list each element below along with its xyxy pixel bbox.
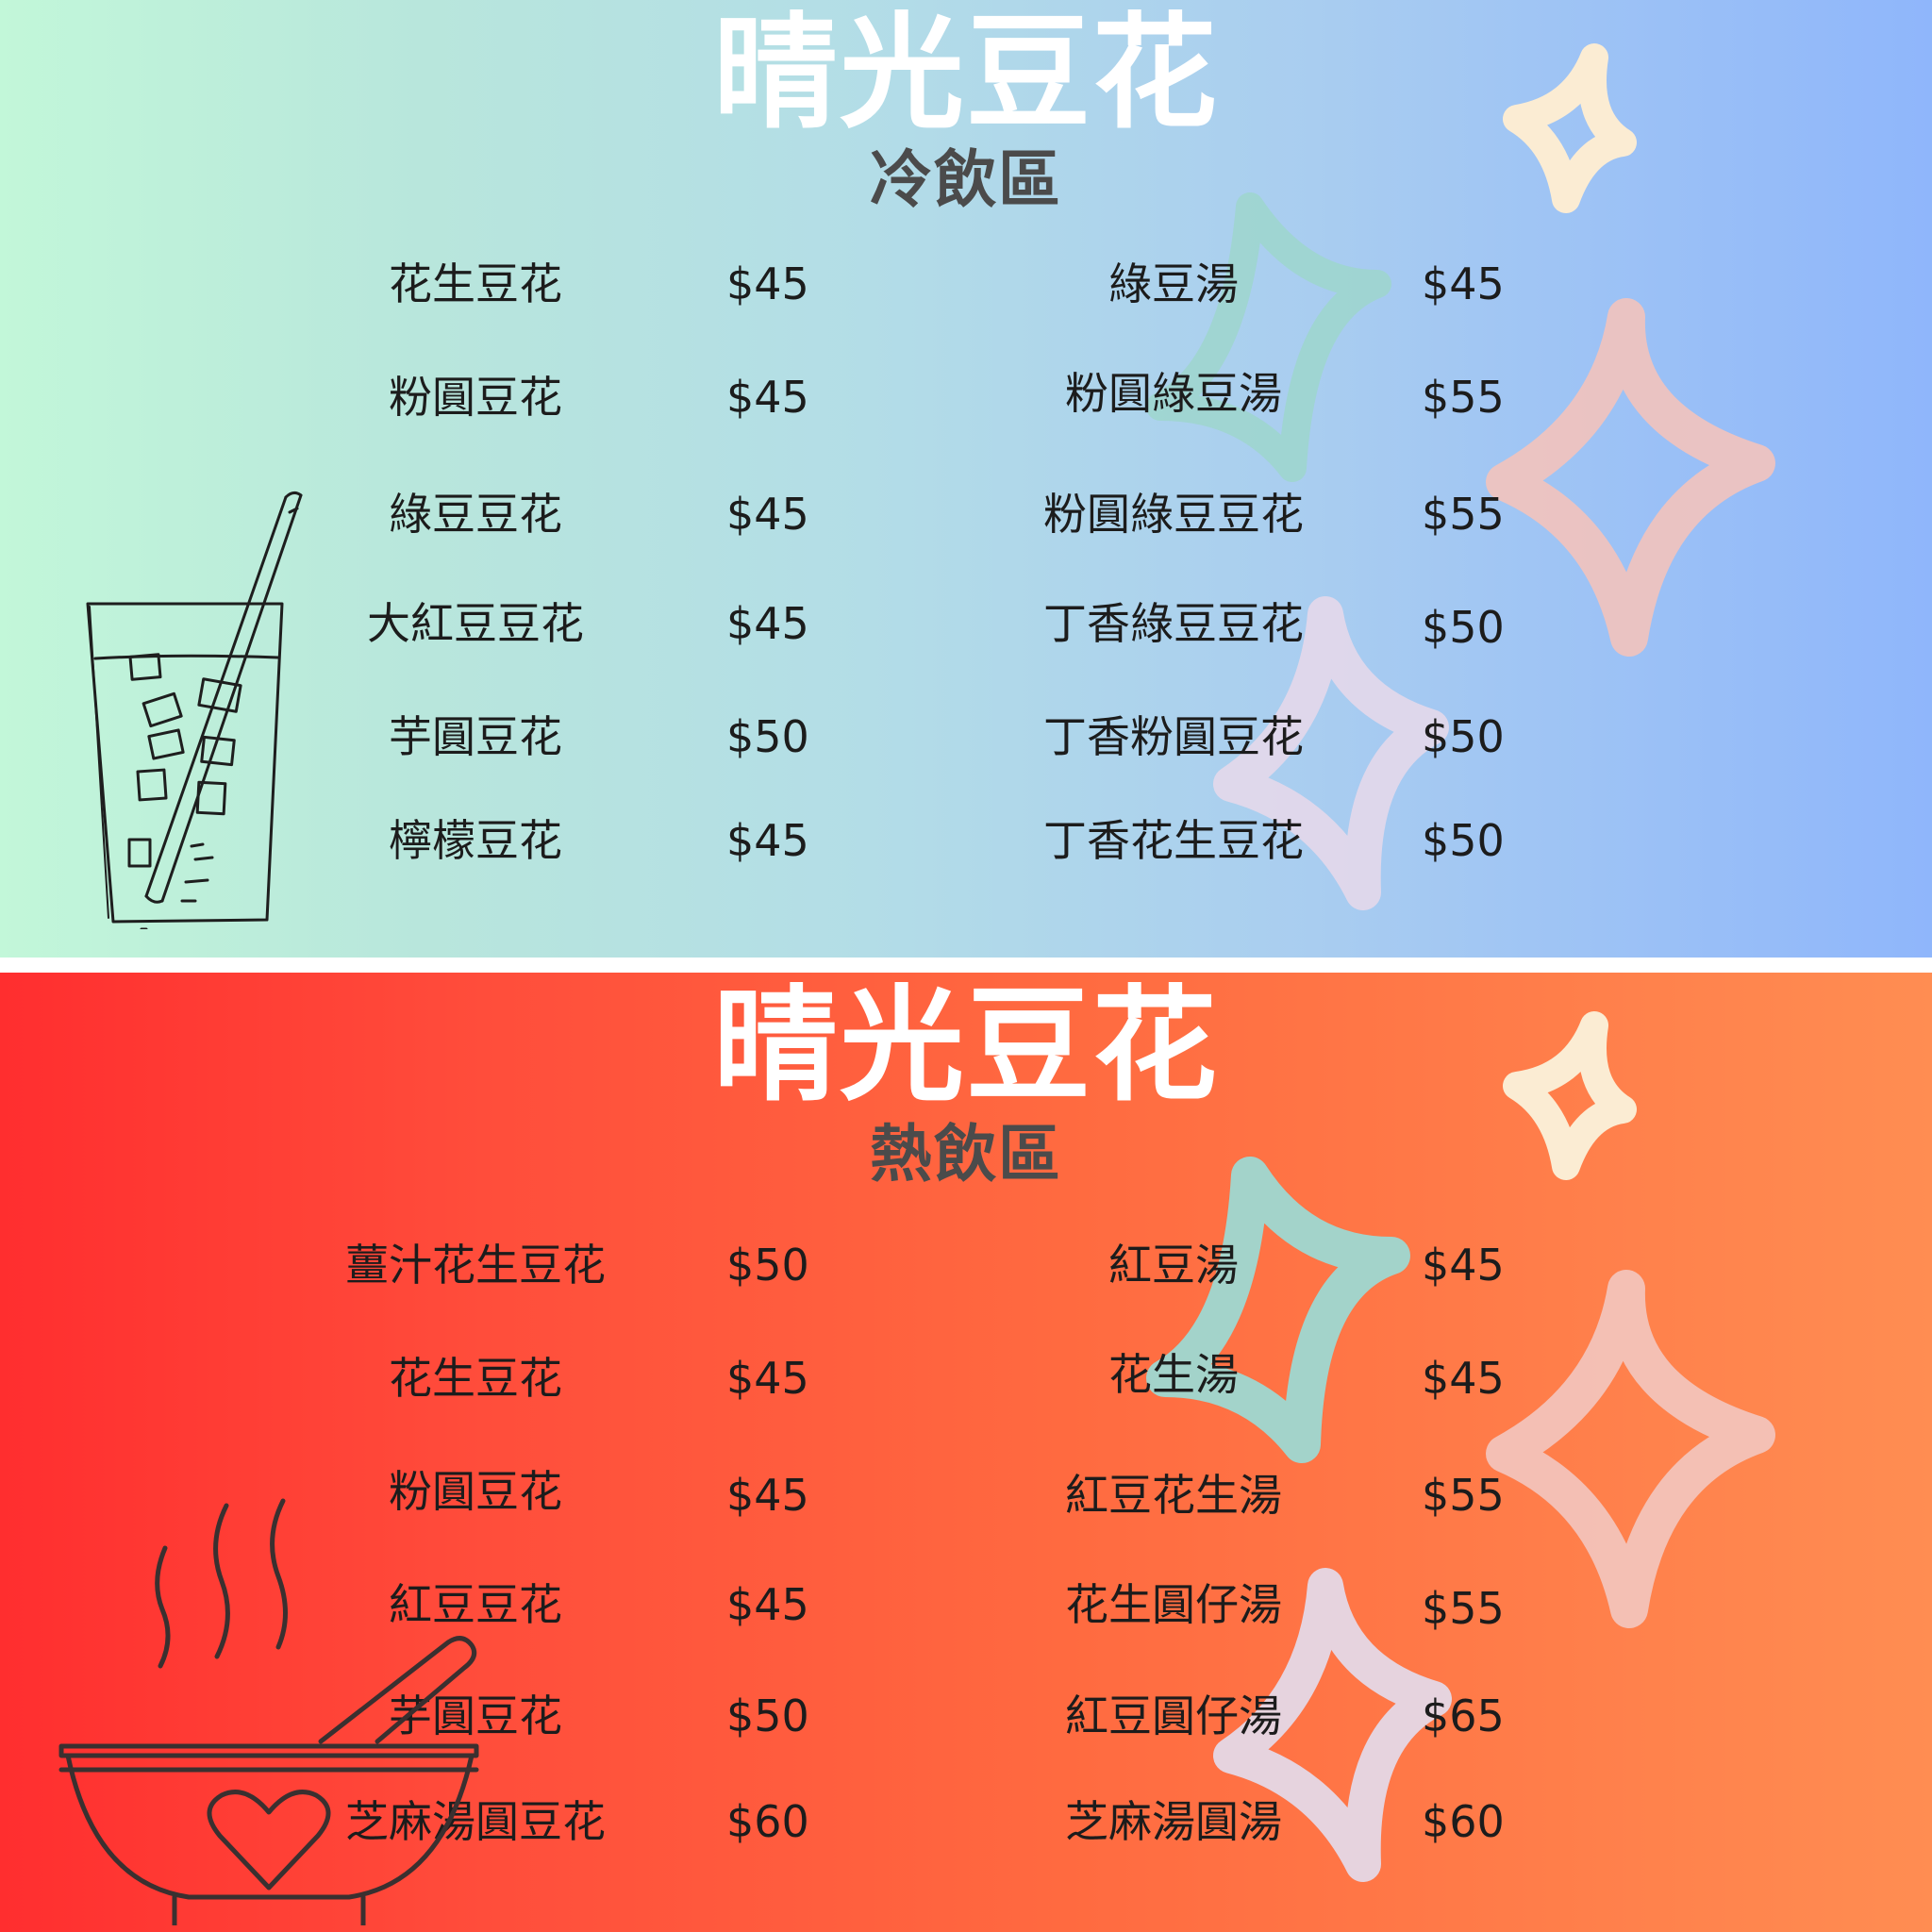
item-name: 花生豆花 bbox=[389, 1353, 562, 1404]
item-name: 薑汁花生豆花 bbox=[345, 1240, 606, 1291]
sparkle-star-icon bbox=[1503, 1011, 1637, 1180]
item-price: $55 bbox=[1422, 1470, 1505, 1521]
item-price: $50 bbox=[726, 1690, 809, 1741]
item-name: 花生圓仔湯 bbox=[1065, 1579, 1282, 1630]
section-heading: 熱飲區 bbox=[870, 1118, 1062, 1191]
item-name: 粉圓綠豆湯 bbox=[1065, 368, 1282, 419]
item-price: $45 bbox=[1422, 1353, 1505, 1404]
item-price: $45 bbox=[726, 1353, 809, 1404]
item-name: 紅豆豆花 bbox=[389, 1579, 562, 1630]
item-name: 芋圓豆花 bbox=[389, 1690, 562, 1741]
item-price: $45 bbox=[726, 258, 809, 309]
item-price: $45 bbox=[726, 1470, 809, 1521]
sparkle-decorations bbox=[1146, 43, 1775, 910]
sparkle-star-icon bbox=[1213, 596, 1449, 910]
item-price: $50 bbox=[1422, 602, 1505, 653]
item-price: $45 bbox=[726, 598, 809, 649]
item-name: 花生湯 bbox=[1108, 1349, 1239, 1400]
item-price: $50 bbox=[1422, 711, 1505, 762]
item-price: $60 bbox=[726, 1796, 809, 1847]
section-heading: 冷飲區 bbox=[870, 143, 1062, 216]
item-price: $55 bbox=[1422, 372, 1505, 423]
sparkle-star-icon bbox=[1503, 43, 1637, 213]
item-price: $45 bbox=[726, 1579, 809, 1630]
iced-drink-icon bbox=[86, 491, 303, 929]
hot-bowl-icon bbox=[58, 1498, 479, 1925]
sparkle-star-icon bbox=[1486, 298, 1775, 657]
item-price: $50 bbox=[1422, 815, 1505, 866]
item-name: 粉圓豆花 bbox=[389, 372, 562, 423]
item-name: 芋圓豆花 bbox=[389, 711, 562, 762]
hot-menu-panel: 晴光豆花 熱飲區 薑汁花生豆花 花生豆花 粉圓豆花 紅豆豆花 芋圓豆花 芝麻湯圓… bbox=[0, 973, 1932, 1932]
item-price: $45 bbox=[726, 372, 809, 423]
item-name: 芝麻湯圓湯 bbox=[1065, 1796, 1282, 1847]
item-price: $60 bbox=[1422, 1796, 1505, 1847]
item-price: $55 bbox=[1422, 1583, 1505, 1634]
item-name: 檸檬豆花 bbox=[389, 815, 562, 866]
item-price: $50 bbox=[726, 711, 809, 762]
item-name: 丁香花生豆花 bbox=[1043, 815, 1304, 866]
sparkle-star-icon bbox=[1486, 1270, 1775, 1628]
item-name: 花生豆花 bbox=[389, 258, 562, 309]
item-name: 粉圓綠豆豆花 bbox=[1043, 489, 1304, 540]
item-name: 丁香粉圓豆花 bbox=[1043, 711, 1304, 762]
item-name: 綠豆湯 bbox=[1108, 258, 1239, 309]
item-price: $55 bbox=[1422, 489, 1505, 540]
panel-divider bbox=[0, 958, 1932, 973]
item-price: $45 bbox=[726, 489, 809, 540]
item-price: $45 bbox=[1422, 1240, 1505, 1291]
item-price: $45 bbox=[1422, 258, 1505, 309]
item-price: $65 bbox=[1422, 1690, 1505, 1741]
item-name: 大紅豆豆花 bbox=[367, 598, 584, 649]
cold-menu-panel: 晴光豆花 冷飲區 花生豆花 粉圓豆花 綠豆豆花 大紅豆豆花 芋圓豆花 檸檬豆花 … bbox=[0, 0, 1932, 958]
sparkle-star-icon bbox=[1146, 192, 1391, 482]
item-price: $50 bbox=[726, 1240, 809, 1291]
item-name: 粉圓豆花 bbox=[389, 1466, 562, 1517]
item-name: 丁香綠豆豆花 bbox=[1043, 598, 1304, 649]
item-price: $45 bbox=[726, 815, 809, 866]
item-name: 紅豆圓仔湯 bbox=[1065, 1690, 1282, 1741]
menu-title: 晴光豆花 bbox=[713, 1, 1219, 146]
sparkle-star-icon bbox=[1146, 1157, 1410, 1463]
item-name: 紅豆湯 bbox=[1108, 1240, 1239, 1291]
item-name: 紅豆花生湯 bbox=[1065, 1470, 1282, 1521]
sparkle-star-icon bbox=[1213, 1568, 1452, 1882]
item-name: 芝麻湯圓豆花 bbox=[345, 1796, 606, 1847]
item-name: 綠豆豆花 bbox=[389, 489, 562, 540]
sparkle-decorations bbox=[1146, 1011, 1775, 1882]
menu-title: 晴光豆花 bbox=[713, 974, 1219, 1119]
